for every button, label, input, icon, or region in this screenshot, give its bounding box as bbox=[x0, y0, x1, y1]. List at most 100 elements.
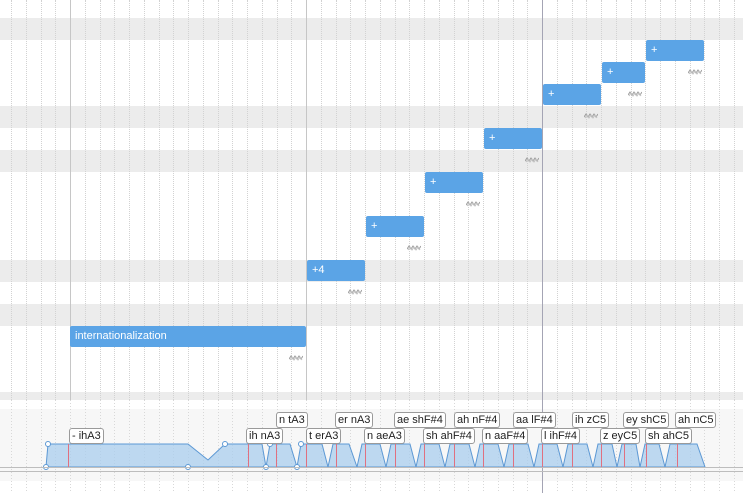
vibrato-wave-icon[interactable] bbox=[628, 91, 642, 97]
grid-line bbox=[336, 0, 337, 400]
phoneme-envelope-segment[interactable] bbox=[356, 443, 387, 468]
grid-line bbox=[616, 0, 617, 400]
note-7[interactable]: + bbox=[602, 62, 645, 83]
vibrato-wave-icon[interactable] bbox=[348, 289, 362, 295]
grid-line bbox=[26, 0, 27, 400]
grid-line bbox=[350, 0, 351, 400]
phoneme-envelope-segment[interactable] bbox=[639, 443, 666, 468]
vibrato-wave-icon[interactable] bbox=[584, 113, 598, 119]
phoneme-envelope-segment[interactable] bbox=[616, 443, 641, 468]
grid-line bbox=[586, 0, 587, 400]
phoneme-label-upper[interactable]: ih zC5 bbox=[572, 412, 610, 428]
phoneme-label-lower[interactable]: ih nA3 bbox=[246, 428, 284, 444]
grid-line bbox=[734, 0, 735, 400]
phoneme-label-upper[interactable]: ah nF#4 bbox=[454, 412, 501, 428]
phoneme-envelope-segment[interactable] bbox=[444, 443, 476, 468]
piano-row bbox=[0, 392, 743, 400]
note-internationalization[interactable]: internationalization bbox=[70, 326, 306, 347]
vibrato-wave-icon[interactable] bbox=[688, 69, 702, 75]
grid-line bbox=[365, 0, 366, 400]
phoneme-label-upper[interactable]: n tA3 bbox=[276, 412, 308, 428]
phoneme-label-upper[interactable]: ae shF#4 bbox=[394, 412, 446, 428]
grid-line bbox=[100, 0, 101, 400]
grid-line bbox=[542, 0, 543, 400]
grid-line bbox=[232, 0, 233, 400]
grid-line bbox=[395, 0, 396, 400]
phoneme-label-lower[interactable]: n aeA3 bbox=[364, 428, 405, 444]
phoneme-label-lower[interactable]: l ihF#4 bbox=[541, 428, 581, 444]
phoneme-label-lower[interactable]: sh ahC5 bbox=[645, 428, 692, 444]
note-5[interactable]: + bbox=[484, 128, 542, 149]
grid-line bbox=[188, 0, 189, 400]
grid-line bbox=[498, 0, 499, 400]
grid-line bbox=[557, 0, 558, 400]
grid-line bbox=[601, 0, 602, 400]
phoneme-envelope-segment[interactable] bbox=[592, 443, 618, 468]
grid-line bbox=[306, 0, 307, 400]
vibrato-wave-icon[interactable] bbox=[466, 201, 480, 207]
grid-line bbox=[719, 0, 720, 400]
grid-line bbox=[468, 0, 469, 400]
piano-roll[interactable]: internationalization +4 + + + + + + bbox=[0, 0, 743, 400]
grid-line bbox=[41, 0, 42, 400]
grid-line bbox=[439, 0, 440, 400]
envelope-handle[interactable] bbox=[222, 441, 228, 447]
grid-line bbox=[11, 0, 12, 400]
grid-line bbox=[513, 0, 514, 400]
grid-line bbox=[321, 0, 322, 400]
envelope-handle[interactable] bbox=[298, 441, 304, 447]
phoneme-label-lower[interactable]: t erA3 bbox=[306, 428, 342, 444]
grid-line bbox=[424, 0, 425, 400]
note-8[interactable]: + bbox=[646, 40, 704, 61]
envelope-handle[interactable] bbox=[45, 441, 51, 447]
grid-line bbox=[262, 0, 263, 400]
vibrato-wave-icon[interactable] bbox=[289, 355, 303, 361]
note-2[interactable]: +4 bbox=[307, 260, 365, 281]
phoneme-label-upper[interactable]: ah nC5 bbox=[675, 412, 717, 428]
phoneme-envelope-segment[interactable] bbox=[327, 443, 358, 468]
phoneme-label-upper[interactable]: er nA3 bbox=[335, 412, 374, 428]
vibrato-wave-icon[interactable] bbox=[407, 245, 421, 251]
grid-line bbox=[527, 0, 528, 400]
phoneme-panel[interactable]: n tA3 er nA3 ae shF#4 ah nF#4 aa lF#4 ih… bbox=[0, 400, 743, 493]
phoneme-envelope-segment[interactable] bbox=[533, 443, 564, 468]
grid-line bbox=[454, 0, 455, 400]
phoneme-envelope-segment[interactable] bbox=[503, 443, 535, 468]
note-6[interactable]: + bbox=[543, 84, 601, 105]
vibrato-wave-icon[interactable] bbox=[525, 157, 539, 163]
grid-line bbox=[631, 0, 632, 400]
phoneme-envelope-segment[interactable] bbox=[562, 443, 594, 468]
grid-line bbox=[704, 0, 705, 400]
phoneme-envelope-segment[interactable] bbox=[265, 443, 298, 468]
grid-line bbox=[129, 0, 130, 400]
phoneme-baseline bbox=[0, 467, 743, 468]
grid-line bbox=[690, 0, 691, 400]
grid-line bbox=[85, 0, 86, 400]
phoneme-label-upper[interactable]: ey shC5 bbox=[623, 412, 670, 428]
grid-line bbox=[675, 0, 676, 400]
phoneme-baseline-lower bbox=[0, 471, 743, 472]
phoneme-label-lower[interactable]: sh ahF#4 bbox=[423, 428, 475, 444]
phoneme-label-lower[interactable]: z eyC5 bbox=[600, 428, 641, 444]
note-3[interactable]: + bbox=[366, 216, 424, 237]
grid-line bbox=[660, 0, 661, 400]
grid-line bbox=[409, 0, 410, 400]
phoneme-label-lower[interactable]: - ihA3 bbox=[69, 428, 104, 444]
grid-line bbox=[70, 0, 71, 400]
phoneme-envelope-segment[interactable] bbox=[664, 443, 706, 468]
phoneme-label-upper[interactable]: aa lF#4 bbox=[513, 412, 556, 428]
grid-line bbox=[380, 0, 381, 400]
grid-line bbox=[55, 0, 56, 400]
phoneme-envelope-segment[interactable] bbox=[385, 443, 417, 468]
phoneme-envelope-segment[interactable] bbox=[45, 443, 267, 468]
phoneme-label-lower[interactable]: n aaF#4 bbox=[482, 428, 529, 444]
phoneme-envelope-segment[interactable] bbox=[296, 443, 329, 468]
grid-line bbox=[114, 0, 115, 400]
phoneme-envelope-segment[interactable] bbox=[415, 443, 446, 468]
grid-line bbox=[572, 0, 573, 400]
grid-line bbox=[203, 0, 204, 400]
note-4[interactable]: + bbox=[425, 172, 483, 193]
grid-line bbox=[247, 0, 248, 400]
grid-line bbox=[291, 0, 292, 400]
phoneme-envelope-segment[interactable] bbox=[474, 443, 505, 468]
